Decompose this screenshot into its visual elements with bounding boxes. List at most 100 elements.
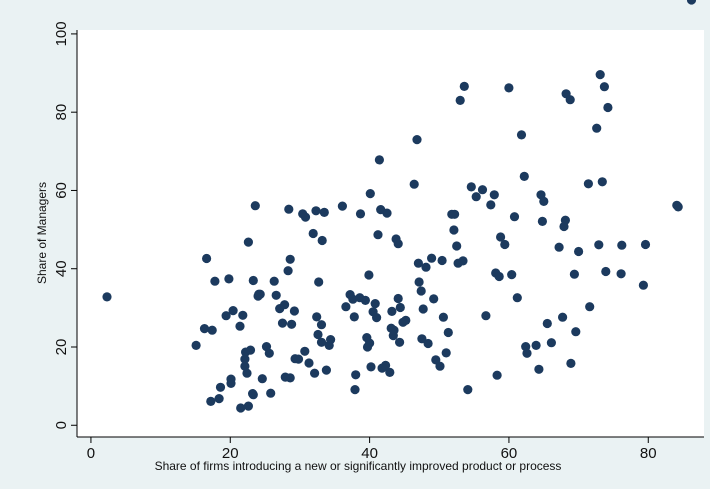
data-point: [599, 82, 610, 92]
y-tick-label: 0: [53, 421, 70, 429]
data-point: [450, 209, 460, 219]
data-point: [489, 190, 499, 200]
y-axis-title: Share of Managers: [35, 182, 49, 284]
data-point: [583, 179, 594, 189]
data-point: [341, 302, 351, 312]
data-point: [215, 382, 226, 392]
data-point: [452, 241, 462, 251]
data-point: [202, 253, 212, 264]
data-point: [531, 340, 541, 350]
data-point: [585, 302, 595, 312]
data-point: [507, 270, 517, 280]
data-point: [360, 295, 370, 305]
data-point: [686, 0, 697, 5]
y-ticks: 0 20 40 60 80 100: [53, 21, 77, 429]
data-point: [243, 401, 253, 411]
data-point: [257, 374, 267, 384]
data-point: [366, 362, 376, 372]
data-point: [594, 240, 604, 250]
data-point: [466, 182, 476, 192]
data-point: [300, 212, 311, 222]
data-point: [245, 345, 256, 355]
data-point: [496, 232, 506, 242]
data-point: [349, 312, 359, 322]
data-point: [463, 385, 473, 395]
data-point: [443, 327, 453, 338]
data-point: [280, 300, 290, 310]
x-axis-title: Share of firms introducing a new or sign…: [155, 459, 562, 473]
data-point: [293, 354, 304, 364]
data-point: [412, 135, 422, 145]
data-point: [321, 365, 331, 375]
data-point: [264, 348, 274, 358]
data-point: [221, 311, 231, 321]
data-point: [285, 373, 295, 383]
data-point: [409, 179, 419, 189]
data-point: [395, 302, 405, 313]
data-point: [351, 370, 361, 380]
data-point: [348, 294, 358, 304]
data-point: [418, 304, 428, 314]
data-point: [574, 246, 584, 257]
data-point: [364, 270, 374, 280]
data-point: [287, 319, 297, 329]
data-point: [255, 289, 265, 299]
data-point: [509, 212, 520, 222]
x-tick-label: 20: [222, 445, 239, 462]
data-point: [236, 403, 246, 413]
data-point: [207, 325, 217, 335]
data-point: [300, 346, 310, 356]
data-point: [312, 312, 322, 322]
data-point: [308, 228, 318, 239]
data-point: [558, 312, 568, 322]
data-point: [365, 189, 375, 199]
data-point: [248, 390, 258, 400]
x-tick-label: 40: [361, 445, 378, 462]
data-point: [492, 370, 502, 380]
x-tick-label: 0: [87, 445, 95, 462]
data-point: [102, 292, 112, 302]
data-point: [477, 185, 488, 195]
data-point: [542, 318, 552, 329]
data-point: [603, 102, 613, 113]
data-point: [416, 286, 426, 296]
data-point: [435, 361, 445, 371]
data-point: [311, 206, 321, 216]
data-point: [372, 313, 382, 323]
data-point: [560, 215, 571, 225]
data-point: [537, 216, 548, 226]
data-point: [673, 202, 683, 212]
data-point: [413, 258, 423, 268]
data-point: [284, 204, 294, 214]
data-point: [199, 324, 210, 334]
data-point: [601, 266, 611, 277]
y-tick-label: 80: [53, 104, 70, 121]
data-point: [385, 367, 395, 377]
data-point: [266, 388, 276, 398]
data-point: [486, 200, 496, 210]
data-point: [500, 239, 510, 250]
data-point: [214, 394, 224, 404]
data-point: [504, 83, 514, 93]
data-point: [494, 271, 504, 282]
data-point: [191, 340, 201, 350]
data-point: [285, 254, 295, 264]
data-point: [283, 266, 293, 276]
data-point: [277, 318, 288, 328]
data-point: [512, 293, 522, 303]
data-point: [248, 275, 258, 286]
data-point: [393, 239, 403, 249]
data-point: [355, 209, 366, 219]
data-point: [414, 277, 424, 287]
data-point: [224, 274, 234, 284]
data-point: [534, 364, 544, 374]
data-point: [319, 207, 329, 217]
data-points: [102, 0, 697, 413]
y-tick-label: 20: [53, 339, 70, 356]
data-point: [616, 269, 626, 279]
data-point: [313, 329, 323, 340]
data-point: [228, 306, 238, 316]
data-point: [350, 385, 360, 395]
data-point: [316, 320, 327, 330]
